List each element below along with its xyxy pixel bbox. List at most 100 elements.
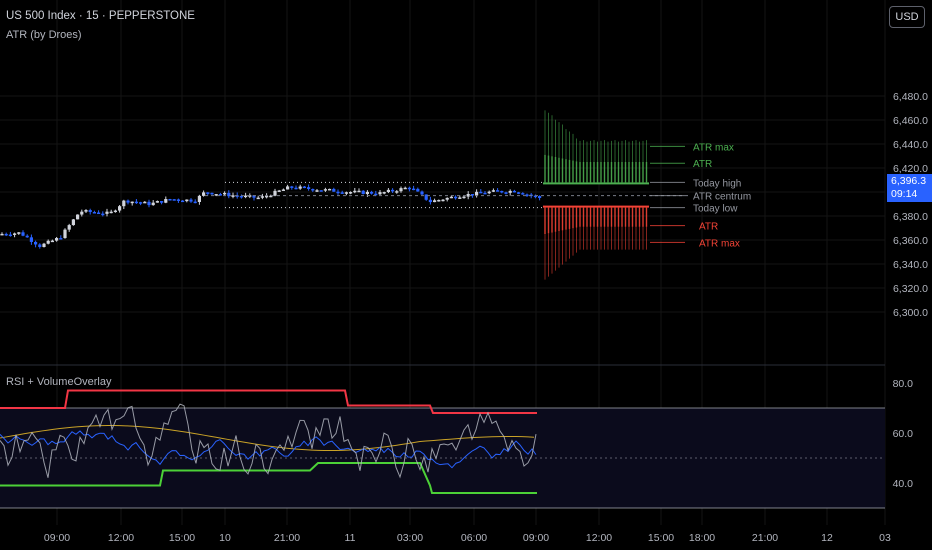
candle-body — [441, 199, 445, 202]
candle-body — [538, 196, 542, 199]
currency-button[interactable]: USD — [889, 6, 925, 28]
last-price-value: 6,396.3 — [891, 175, 927, 187]
candle-body — [13, 233, 17, 235]
candle-body — [101, 213, 105, 216]
time-tick-label: 12 — [821, 532, 833, 544]
candle-body — [84, 210, 88, 212]
candle-body — [55, 238, 59, 241]
candle-body — [475, 191, 479, 196]
axes: 6,480.06,460.06,440.06,420.06,400.06,380… — [44, 91, 928, 544]
candle-body — [0, 233, 4, 236]
sub-indicator-label[interactable]: RSI + VolumeOverlay — [6, 376, 112, 388]
candle-body — [151, 202, 155, 206]
atr-level-label: ATR max — [693, 142, 734, 153]
candle-body — [214, 194, 218, 196]
candle-body — [395, 191, 399, 193]
indicator-label[interactable]: ATR (by Droes) — [6, 29, 82, 41]
candle-body — [206, 192, 210, 194]
candle-body — [323, 189, 327, 191]
candle-body — [449, 196, 453, 199]
time-tick-label: 09:00 — [44, 532, 70, 544]
price-tick-label: 6,420.0 — [893, 163, 928, 175]
candle-body — [433, 200, 437, 203]
candle-body — [487, 191, 491, 194]
candle-body — [38, 244, 42, 247]
time-tick-label: 18:00 — [689, 532, 715, 544]
atr-level-label: ATR — [693, 159, 712, 170]
candle-body — [164, 199, 168, 203]
candle-body — [286, 186, 290, 190]
candle-body — [328, 188, 332, 191]
price-tick-label: 6,480.0 — [893, 91, 928, 103]
candle-body — [336, 191, 340, 194]
candle-body — [42, 243, 46, 247]
rsi-tick-label: 60.0 — [893, 428, 914, 440]
candle-body — [525, 194, 529, 196]
candle-body — [181, 200, 185, 203]
candle-body — [378, 192, 382, 195]
candle-body — [244, 195, 248, 198]
candle-body — [496, 190, 500, 192]
candle-body — [349, 192, 353, 194]
candle-body — [412, 188, 416, 191]
time-tick-label: 21:00 — [274, 532, 300, 544]
last-price-countdown: 09:14 — [891, 188, 918, 200]
candle-body — [185, 199, 189, 202]
candle-body — [134, 201, 138, 204]
time-tick-label: 09:00 — [523, 532, 549, 544]
rsi-lines — [0, 389, 537, 494]
candle-body — [88, 210, 92, 213]
candle-body — [374, 193, 378, 196]
candle-body — [500, 190, 504, 193]
candle-body — [298, 186, 302, 189]
rsi-upper-band-line — [0, 389, 537, 414]
candle-body — [370, 191, 374, 194]
candle-body — [307, 187, 311, 189]
candle-body — [168, 199, 172, 201]
candle-body — [462, 196, 466, 199]
candle-body — [239, 195, 243, 198]
rsi-line — [0, 403, 537, 479]
candle-body — [302, 186, 306, 189]
candle-body — [143, 201, 147, 204]
candle-body — [210, 192, 214, 195]
time-tick-label: 15:00 — [648, 532, 674, 544]
time-tick-label: 15:00 — [169, 532, 195, 544]
candle-body — [315, 190, 319, 192]
candle-body — [92, 212, 96, 214]
candle-body — [118, 206, 122, 211]
symbol-title[interactable]: US 500 Index · 15 · PEPPERSTONE — [6, 10, 195, 22]
candle-body — [113, 210, 117, 213]
candle-body — [466, 194, 470, 197]
candle-body — [231, 195, 235, 197]
atr-level-label: Today high — [693, 178, 741, 189]
candle-body — [76, 214, 80, 220]
rsi-tick-label: 80.0 — [893, 378, 914, 390]
candle-body — [361, 190, 365, 195]
candle-body — [269, 195, 273, 198]
atr-level-label: ATR max — [699, 238, 740, 249]
candle-body — [344, 192, 348, 194]
atr-level-label: Today low — [693, 204, 738, 215]
rsi-band — [0, 407, 885, 509]
candle-body — [80, 211, 84, 215]
rsi-tick-label: 40.0 — [893, 478, 914, 490]
price-tick-label: 6,460.0 — [893, 115, 928, 127]
candle-body — [189, 199, 193, 202]
price-tick-label: 6,360.0 — [893, 235, 928, 247]
candle-body — [21, 232, 25, 236]
candle-body — [25, 235, 29, 238]
candle-body — [193, 201, 197, 204]
time-tick-label: 21:00 — [752, 532, 778, 544]
candle-body — [319, 190, 323, 192]
candle-body — [197, 195, 201, 203]
atr-projection-edge — [543, 205, 649, 208]
candle-body — [428, 199, 432, 203]
candle-body — [533, 195, 537, 198]
candle-body — [504, 192, 508, 194]
candle-body — [470, 194, 474, 196]
candle-body — [109, 211, 113, 214]
candle-body — [491, 190, 495, 192]
